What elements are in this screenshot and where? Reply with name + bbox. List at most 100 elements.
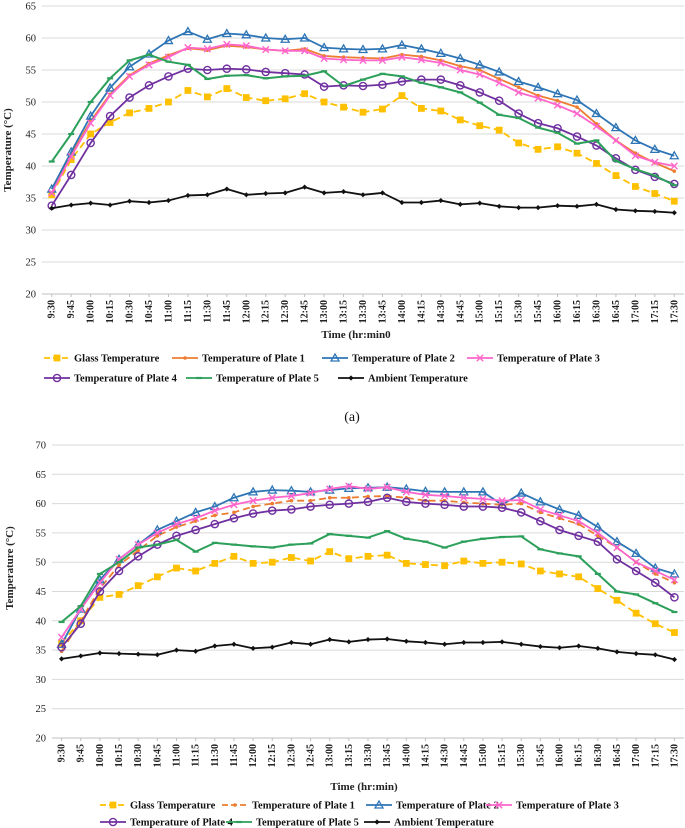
chart-b-legend-item: Temperature of Plate 4 (100, 818, 234, 828)
chart-b-legend-label: Temperature of Plate 3 (516, 801, 619, 812)
chart-a-x-tick-label: 13:15 (339, 300, 350, 323)
chart-b-x-tick-label: 12:45 (306, 744, 317, 767)
chart-b-data-point (402, 559, 410, 567)
chart-a-data-point (378, 56, 387, 65)
chart-a-data-point (398, 92, 406, 99)
chart-a-data-point (475, 88, 485, 97)
chart-a-data-point (532, 81, 544, 91)
chart-b-x-tick-label: 14:00 (401, 744, 412, 767)
chart-a-data-point (143, 48, 155, 58)
chart-a-data-point (477, 68, 482, 72)
chart-b-legend: Glass Temperature Temperature of Plate 1 T… (100, 799, 619, 828)
chart-b-data-point (155, 534, 160, 538)
chart-a-data-point (263, 190, 269, 197)
chart-b-data-point (364, 485, 372, 493)
chart-a-x-tick-label: 11:45 (222, 300, 233, 323)
chart-b-data-point (383, 551, 391, 559)
chart-b-data-point (76, 619, 86, 629)
chart-b-data-point (191, 525, 200, 535)
chart-b-data-point (593, 537, 603, 546)
chart-b-series-4 (57, 482, 679, 641)
chart-b-data-point (498, 496, 506, 505)
chart-a-data-point (495, 79, 503, 87)
chart-b-x-axis-title: Time (hr:min) (330, 781, 398, 793)
chart-a-x-tick-label: 10:45 (144, 300, 155, 323)
chart-a-data-point (535, 205, 541, 211)
chart-b-series-line (60, 550, 675, 644)
chart-b-data-point (228, 492, 240, 502)
chart-b-data-point (288, 639, 294, 646)
chart-b-series-3 (56, 481, 680, 648)
chart-b-series-line (60, 496, 675, 648)
chart-a-legend-swatch-marker (53, 354, 61, 362)
chart-b-data-point (366, 494, 370, 499)
chart-b-legend-item: Ambient Temperature (364, 818, 494, 828)
chart-a-data-point (203, 65, 212, 75)
chart-a-data-point (241, 29, 252, 39)
chart-b-data-point (326, 485, 334, 493)
chart-a-data-point (497, 77, 501, 81)
chart-a-data-point (476, 70, 484, 79)
chart-a-data-point (417, 56, 426, 64)
chart-b-data-point (385, 494, 389, 498)
chart-b-x-tick-label: 17:30 (669, 744, 680, 767)
chart-a-legend-label: Glass Temperature (74, 354, 160, 365)
chart-b-data-point (96, 579, 104, 587)
chart-b-data-point (136, 548, 140, 553)
chart-a-legend-item: Temperature of Plate 4 (44, 374, 178, 385)
chart-b-data-point (537, 643, 543, 650)
chart-b-data-point (286, 485, 297, 495)
chart-a-series-5 (47, 64, 679, 210)
chart-a-y-tick-label: 55 (26, 66, 37, 77)
chart-b-data-point (402, 497, 411, 507)
chart-b-x-tick-label: 16:45 (612, 744, 623, 767)
chart-b-data-point (327, 495, 332, 500)
chart-a-legend-swatch-marker (329, 352, 341, 362)
chart-a-data-point (651, 190, 659, 197)
chart-b-data-point (574, 531, 583, 541)
chart-a-data-point (516, 205, 522, 211)
chart-b-data-point (57, 633, 66, 641)
chart-b-x-tick-label: 15:00 (478, 744, 489, 767)
chart-b-x-tick-label: 10:15 (114, 744, 125, 767)
chart-a-data-point (575, 105, 579, 109)
chart-a-data-point (165, 197, 172, 204)
chart-a-data-point (125, 93, 134, 102)
chart-a-data-point (224, 186, 230, 192)
chart-b-data-point (499, 639, 505, 645)
chart-a-data-point (612, 172, 620, 179)
chart-b-x-tick-label: 17:15 (650, 744, 661, 767)
chart-b-data-point (421, 499, 430, 508)
chart-b-x-tick-label: 11:15 (191, 744, 202, 767)
chart-a-data-point (455, 81, 465, 90)
chart-b-legend-item: Temperature of Plate 5 (226, 818, 359, 828)
chart-a-data-point (631, 152, 640, 160)
chart-b-data-point (230, 552, 238, 560)
chart-a-data-point (203, 45, 212, 53)
chart-b-data-point (614, 649, 620, 655)
chart-a-data-point (87, 130, 95, 138)
chart-a-series-line (50, 67, 675, 207)
chart-b-data-point (287, 554, 295, 561)
chart-b-x-tick-label: 15:30 (516, 744, 527, 767)
chart-b-data-point (211, 559, 219, 567)
chart-b-data-point (153, 573, 161, 581)
chart-a-data-point (436, 75, 446, 84)
chart-b-data-point (519, 501, 524, 506)
chart-a-data-point (339, 56, 348, 64)
chart-a-data-point (67, 152, 75, 161)
chart-b-legend-item: Temperature of Plate 3 (486, 801, 619, 812)
chart-b-x-tick-label: 10:30 (133, 744, 144, 767)
chart-b-data-point (461, 639, 467, 646)
chart-b-y-tick-label: 70 (36, 441, 47, 452)
chart-a-x-tick-label: 12:15 (261, 300, 272, 323)
chart-a-data-point (223, 40, 231, 49)
chart-b-data-point (154, 652, 160, 658)
chart-b-data-point (251, 504, 255, 509)
chart-a-data-point (593, 160, 600, 167)
chart-a-y-tick-label: 25 (26, 258, 37, 269)
chart-b: 20 25 30 35 40 45 50 55 60 65 70 9:30 9:45 10:00 10:15… (36, 441, 684, 828)
chart-a-series-line (51, 186, 675, 214)
chart-a-data-point (572, 132, 582, 141)
